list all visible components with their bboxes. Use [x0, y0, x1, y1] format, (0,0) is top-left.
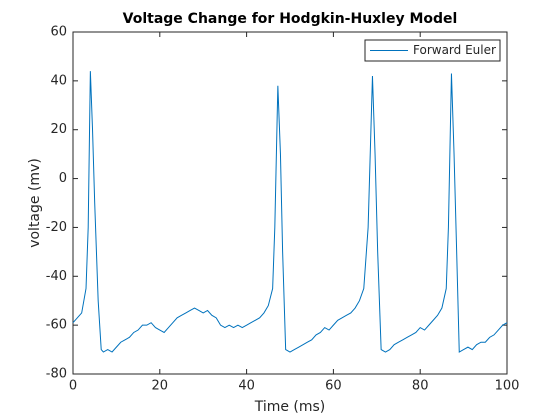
x-axis-label: Time (ms) [254, 399, 326, 415]
x-tick-label: 80 [412, 379, 429, 394]
x-tick-label: 20 [152, 379, 169, 394]
y-tick-label: 40 [50, 73, 67, 88]
legend-label: Forward Euler [413, 43, 496, 57]
y-axis-label: voltage (mv) [27, 158, 43, 248]
y-tick-label: 0 [59, 171, 67, 186]
chart-title: Voltage Change for Hodgkin-Huxley Model [123, 11, 458, 27]
y-tick-label: 20 [50, 122, 67, 137]
y-tick-label: 60 [50, 25, 67, 40]
legend-box [364, 39, 501, 62]
plot-area [72, 31, 508, 375]
y-tick-label: -20 [46, 220, 67, 235]
y-tick-label: -80 [46, 367, 67, 382]
x-tick-label: 40 [238, 379, 255, 394]
y-tick-label: -40 [46, 269, 67, 284]
y-tick-label: -60 [46, 318, 67, 333]
data-line [72, 71, 508, 353]
x-tick-label: 0 [69, 379, 77, 394]
x-tick-label: 60 [325, 379, 342, 394]
x-tick-label: 100 [495, 379, 520, 394]
